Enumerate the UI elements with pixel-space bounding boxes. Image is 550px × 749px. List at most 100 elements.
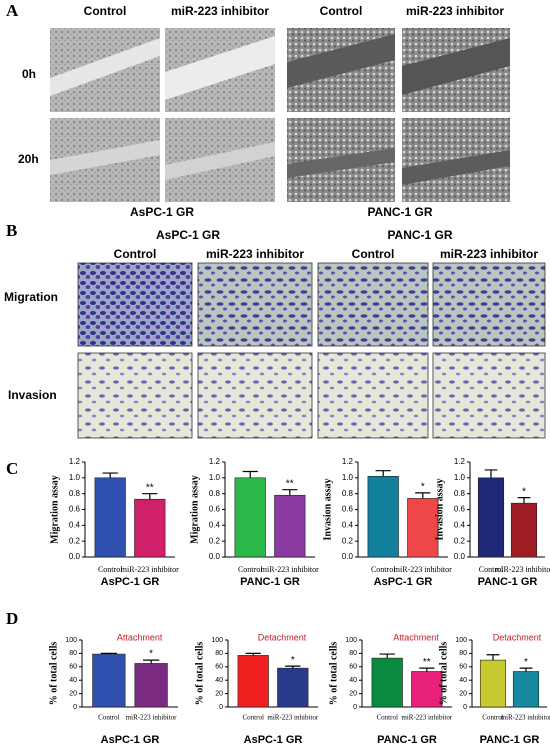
y-tick-label: 1.0 (342, 473, 354, 482)
bar (510, 502, 538, 558)
y-tick-label: 80 (459, 650, 467, 657)
x-axis-label: PANC-1 GR (240, 576, 300, 588)
y-tick-label: 0.8 (454, 489, 466, 498)
bar (134, 498, 166, 558)
panel-label: C (6, 459, 18, 478)
y-axis-label: % of total cells (328, 642, 339, 706)
y-tick-label: 100 (345, 637, 357, 644)
y-axis-label: Migration assay (189, 475, 200, 544)
y-tick-label: 20 (69, 690, 77, 697)
error-bar (100, 652, 118, 655)
bar (367, 475, 399, 558)
significance: * (524, 657, 528, 668)
bar (234, 477, 266, 558)
bar (277, 667, 309, 708)
panel-label: D (6, 609, 18, 628)
wound (402, 38, 510, 95)
y-tick-label: 0.8 (69, 489, 81, 498)
wound (402, 150, 510, 185)
y-tick-label: 1.0 (454, 473, 466, 482)
caption: AsPC-1 GR (130, 205, 194, 219)
error-bar (375, 470, 391, 477)
error-bar (484, 469, 498, 478)
y-tick-label: 1.2 (454, 457, 466, 466)
y-tick-label: 0.6 (69, 505, 81, 514)
wound (287, 34, 395, 88)
error-bar (102, 472, 118, 478)
x-axis-label: AsPC-1 GR (244, 734, 303, 746)
column-header: miR-223 inhibitor (406, 4, 504, 18)
y-tick-label: 0.6 (342, 505, 354, 514)
significance: * (291, 655, 295, 666)
wound (50, 140, 160, 175)
y-tick-label: 40 (215, 677, 223, 684)
y-tick-label: 0.0 (342, 552, 354, 561)
error-bar (245, 652, 261, 656)
image (317, 262, 429, 347)
bar (237, 655, 269, 708)
error-bar (415, 492, 431, 499)
x-axis-label: PANC-1 GR (480, 734, 540, 746)
category-label: Control (98, 565, 123, 574)
category-label: miR-223 inhibitor (501, 714, 550, 722)
caption: PANC-1 GR (367, 205, 432, 219)
y-tick-label: 0.6 (454, 505, 466, 514)
significance: * (522, 486, 526, 497)
y-tick-label: 20 (459, 690, 467, 697)
y-tick-label: 60 (215, 664, 223, 671)
y-tick-label: 0.8 (209, 489, 221, 498)
x-axis-label: PANC-1 GR (478, 576, 538, 588)
wound (165, 36, 275, 100)
column-header: miR-223 inhibitor (440, 247, 538, 261)
column-header: miR-223 inhibitor (206, 247, 304, 261)
y-tick-label: 0.0 (454, 552, 466, 561)
y-tick-label: 60 (349, 664, 357, 671)
column-header: Control (114, 247, 157, 261)
chart-title: Attachment (393, 632, 439, 642)
x-axis-label: AsPC-1 GR (101, 734, 160, 746)
y-tick-label: 40 (69, 677, 77, 684)
bar (92, 653, 126, 708)
category-label: Control (243, 714, 264, 722)
y-tick-label: 20 (215, 690, 223, 697)
y-axis-label: Invasion assay (322, 479, 333, 541)
category-label: miR-223 inhibitor (121, 565, 179, 574)
y-axis-label: Invasion assay (434, 479, 445, 541)
y-tick-label: 0.4 (69, 520, 81, 529)
column-header: Control (84, 4, 127, 18)
y-axis-label: % of total cells (194, 642, 205, 706)
bar (407, 498, 439, 558)
y-tick-label: 0.2 (69, 536, 81, 545)
row-label: Invasion (8, 388, 57, 402)
y-tick-label: 0.8 (342, 489, 354, 498)
category-label: Control (371, 565, 396, 574)
error-bar (517, 497, 531, 504)
error-bar (282, 489, 298, 496)
panel-label: B (6, 221, 17, 240)
y-tick-label: 1.2 (69, 457, 81, 466)
significance: ** (286, 478, 294, 489)
y-tick-label: 100 (65, 637, 77, 644)
category-label: Control (238, 565, 263, 574)
significance: * (149, 649, 153, 660)
x-axis-label: PANC-1 GR (377, 734, 437, 746)
category-label: miR-223 inhibitor (401, 714, 452, 722)
bar (94, 477, 126, 558)
row-label: Migration (4, 290, 58, 304)
error-bar (142, 493, 158, 500)
y-tick-label: 40 (459, 677, 467, 684)
column-header: Control (352, 247, 395, 261)
significance: ** (146, 482, 154, 493)
error-bar (419, 667, 435, 672)
category-label: miR-223 inhibitor (267, 714, 318, 722)
y-tick-label: 20 (349, 690, 357, 697)
group-header: AsPC-1 GR (156, 228, 220, 242)
image (432, 262, 546, 347)
image (197, 352, 313, 439)
significance: * (421, 482, 425, 493)
bar (512, 671, 540, 708)
error-bar (242, 470, 258, 478)
y-axis-label: % of total cells (48, 642, 59, 706)
group-header: PANC-1 GR (387, 228, 452, 242)
